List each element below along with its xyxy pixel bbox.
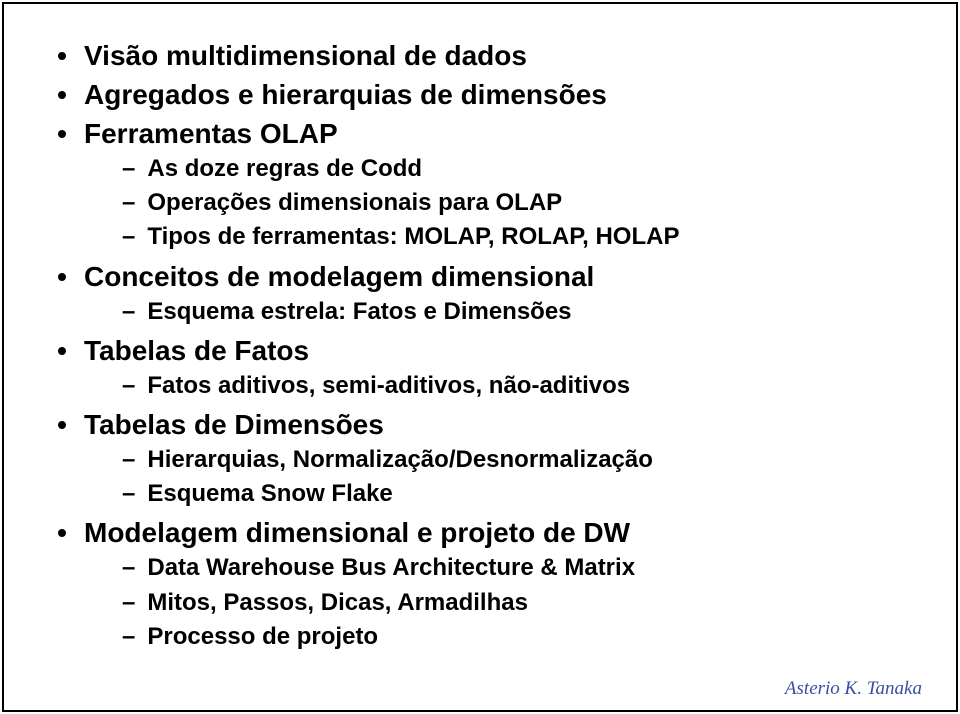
list-item: Modelagem dimensional e projeto de DW –D… bbox=[58, 515, 916, 652]
list-item: –Processo de projeto bbox=[122, 621, 916, 652]
level1-text: Agregados e hierarquias de dimensões bbox=[84, 77, 607, 112]
level1-row: Tabelas de Fatos bbox=[58, 333, 916, 368]
level2-text: Hierarquias, Normalização/Desnormalizaçã… bbox=[147, 444, 653, 475]
bullet-icon bbox=[58, 529, 66, 537]
bullet-icon bbox=[58, 273, 66, 281]
level2-text: Processo de projeto bbox=[147, 621, 378, 652]
level1-text: Tabelas de Dimensões bbox=[84, 407, 384, 442]
level1-row: Agregados e hierarquias de dimensões bbox=[58, 77, 916, 112]
bullet-list-level1: Visão multidimensional de dados Agregado… bbox=[58, 38, 916, 652]
list-item: –As doze regras de Codd bbox=[122, 153, 916, 184]
dash-icon: – bbox=[122, 370, 135, 401]
level1-row: Modelagem dimensional e projeto de DW bbox=[58, 515, 916, 550]
level1-text: Tabelas de Fatos bbox=[84, 333, 309, 368]
bullet-icon bbox=[58, 91, 66, 99]
level2-text: Tipos de ferramentas: MOLAP, ROLAP, HOLA… bbox=[147, 221, 679, 252]
list-item: –Operações dimensionais para OLAP bbox=[122, 187, 916, 218]
list-item: –Esquema estrela: Fatos e Dimensões bbox=[122, 296, 916, 327]
list-item: –Mitos, Passos, Dicas, Armadilhas bbox=[122, 587, 916, 618]
bullet-icon bbox=[58, 52, 66, 60]
dash-icon: – bbox=[122, 296, 135, 327]
dash-icon: – bbox=[122, 221, 135, 252]
dash-icon: – bbox=[122, 552, 135, 583]
level2-text: Mitos, Passos, Dicas, Armadilhas bbox=[147, 587, 528, 618]
slide-frame: Visão multidimensional de dados Agregado… bbox=[2, 2, 958, 712]
list-item: Conceitos de modelagem dimensional –Esqu… bbox=[58, 259, 916, 327]
level2-text: Esquema estrela: Fatos e Dimensões bbox=[147, 296, 571, 327]
bullet-list-level2: –Fatos aditivos, semi-aditivos, não-adit… bbox=[58, 370, 916, 401]
list-item: Tabelas de Fatos –Fatos aditivos, semi-a… bbox=[58, 333, 916, 401]
bullet-list-level2: –As doze regras de Codd –Operações dimen… bbox=[58, 153, 916, 253]
level2-text: As doze regras de Codd bbox=[147, 153, 422, 184]
slide-content: Visão multidimensional de dados Agregado… bbox=[58, 38, 916, 658]
dash-icon: – bbox=[122, 587, 135, 618]
level2-text: Operações dimensionais para OLAP bbox=[147, 187, 562, 218]
footer-author: Asterio K. Tanaka bbox=[785, 678, 922, 700]
bullet-icon bbox=[58, 421, 66, 429]
bullet-list-level2: –Hierarquias, Normalização/Desnormalizaç… bbox=[58, 444, 916, 509]
level1-text: Visão multidimensional de dados bbox=[84, 38, 527, 73]
dash-icon: – bbox=[122, 444, 135, 475]
level2-text: Fatos aditivos, semi-aditivos, não-aditi… bbox=[147, 370, 630, 401]
list-item: –Data Warehouse Bus Architecture & Matri… bbox=[122, 552, 916, 583]
list-item: Visão multidimensional de dados bbox=[58, 38, 916, 73]
list-item: Tabelas de Dimensões –Hierarquias, Norma… bbox=[58, 407, 916, 509]
dash-icon: – bbox=[122, 187, 135, 218]
level1-text: Ferramentas OLAP bbox=[84, 116, 338, 151]
dash-icon: – bbox=[122, 621, 135, 652]
bullet-icon bbox=[58, 130, 66, 138]
level2-text: Esquema Snow Flake bbox=[147, 478, 392, 509]
level1-row: Visão multidimensional de dados bbox=[58, 38, 916, 73]
list-item: –Hierarquias, Normalização/Desnormalizaç… bbox=[122, 444, 916, 475]
list-item: –Fatos aditivos, semi-aditivos, não-adit… bbox=[122, 370, 916, 401]
bullet-list-level2: –Data Warehouse Bus Architecture & Matri… bbox=[58, 552, 916, 652]
bullet-icon bbox=[58, 347, 66, 355]
level1-text: Modelagem dimensional e projeto de DW bbox=[84, 515, 630, 550]
level1-row: Tabelas de Dimensões bbox=[58, 407, 916, 442]
dash-icon: – bbox=[122, 478, 135, 509]
level1-row: Conceitos de modelagem dimensional bbox=[58, 259, 916, 294]
bullet-list-level2: –Esquema estrela: Fatos e Dimensões bbox=[58, 296, 916, 327]
list-item: Agregados e hierarquias de dimensões bbox=[58, 77, 916, 112]
level2-text: Data Warehouse Bus Architecture & Matrix bbox=[147, 552, 635, 583]
level1-text: Conceitos de modelagem dimensional bbox=[84, 259, 594, 294]
list-item: –Esquema Snow Flake bbox=[122, 478, 916, 509]
dash-icon: – bbox=[122, 153, 135, 184]
list-item: Ferramentas OLAP –As doze regras de Codd… bbox=[58, 116, 916, 253]
level1-row: Ferramentas OLAP bbox=[58, 116, 916, 151]
list-item: –Tipos de ferramentas: MOLAP, ROLAP, HOL… bbox=[122, 221, 916, 252]
